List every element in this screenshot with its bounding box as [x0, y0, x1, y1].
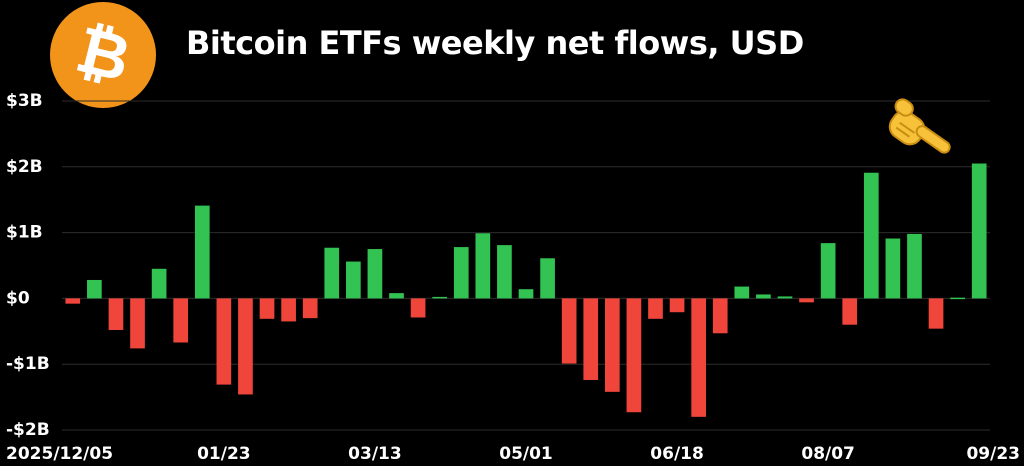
y-tick-label: $2B	[6, 157, 43, 177]
bar	[734, 286, 750, 299]
bar	[346, 261, 361, 299]
x-axis-tick-labels: 2025/12/05 01/23 03/13 05/01 06/18 08/07 09/23	[6, 444, 1020, 464]
bar	[389, 293, 404, 299]
bar	[928, 298, 944, 329]
bar	[863, 172, 879, 299]
bar	[756, 294, 771, 299]
bar	[842, 298, 858, 325]
bar	[561, 298, 577, 364]
bar	[971, 163, 987, 299]
bitcoin-logo-icon: ₿	[50, 2, 156, 108]
bar	[950, 297, 965, 300]
bar	[885, 238, 901, 299]
x-tick-label: 08/07	[801, 444, 855, 464]
bar	[173, 298, 189, 343]
bar	[410, 298, 426, 318]
bar	[691, 298, 706, 417]
bar	[108, 298, 124, 330]
bar	[626, 298, 642, 413]
bar	[324, 247, 340, 299]
bar	[540, 258, 555, 299]
pointing-hand-emoji-icon	[888, 98, 951, 154]
bar	[87, 279, 102, 299]
bar	[799, 298, 814, 303]
bar	[669, 298, 685, 313]
y-axis-tick-labels: $3B $2B $1B $0 -$1B -$2B	[6, 91, 50, 440]
x-tick-label: 09/23	[966, 444, 1020, 464]
chart-title: Bitcoin ETFs weekly net flows, USD	[186, 24, 804, 62]
y-tick-label: -$2B	[6, 420, 50, 440]
x-tick-label: 2025/12/05	[6, 444, 113, 464]
bar	[302, 298, 318, 319]
bar	[583, 298, 599, 380]
bar	[497, 245, 512, 299]
bar	[820, 243, 836, 299]
bar	[367, 249, 383, 299]
bar	[259, 298, 275, 319]
bar	[907, 233, 922, 299]
bar	[475, 233, 491, 299]
bar	[151, 268, 167, 299]
y-tick-label: -$1B	[6, 354, 50, 374]
bar	[432, 296, 448, 299]
x-tick-label: 05/01	[499, 444, 553, 464]
bar	[777, 296, 793, 299]
bar	[712, 298, 728, 334]
x-tick-label: 03/13	[348, 444, 402, 464]
bars	[65, 163, 987, 417]
y-tick-label: $3B	[6, 91, 43, 111]
x-tick-label: 01/23	[197, 444, 251, 464]
bar	[238, 298, 253, 395]
bar	[453, 247, 469, 299]
y-tick-label: $1B	[6, 223, 43, 243]
bar	[518, 289, 534, 299]
bar	[604, 298, 620, 392]
bar	[194, 205, 210, 299]
y-tick-label: $0	[6, 288, 30, 308]
bar	[281, 298, 296, 322]
bar	[216, 298, 232, 385]
x-tick-label: 06/18	[650, 444, 704, 464]
bar	[65, 298, 81, 304]
bar	[130, 298, 145, 349]
bar	[648, 298, 663, 319]
